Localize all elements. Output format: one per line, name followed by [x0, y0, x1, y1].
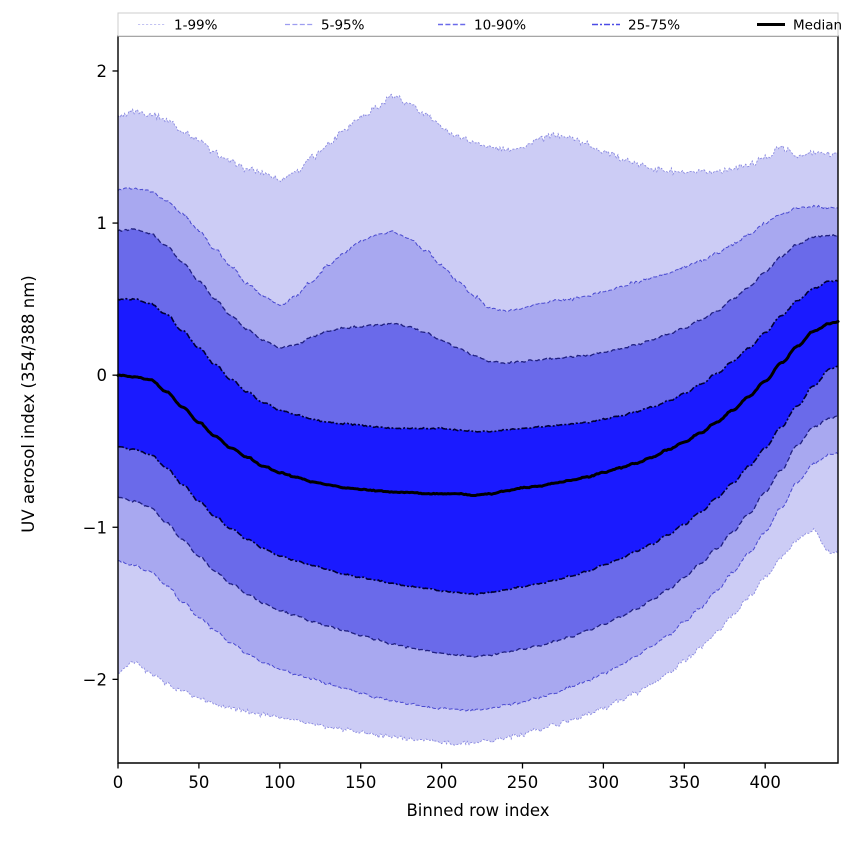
- legend-label: 5-95%: [321, 18, 365, 34]
- edge-p95: [117, 187, 839, 313]
- y-tick-label: 0: [97, 366, 108, 385]
- legend-item-median[interactable]: Median: [757, 18, 842, 34]
- median-line-group: [116, 319, 840, 498]
- percentile-edge-lines-group: [117, 93, 839, 746]
- x-tick-label: 0: [113, 773, 124, 792]
- y-axis-label: UV aerosol index (354/388 nm): [19, 275, 38, 533]
- x-tick-label: 50: [188, 773, 209, 792]
- legend-label: Median: [793, 18, 842, 34]
- edge-p10: [117, 415, 839, 658]
- edge-p5: [117, 452, 839, 712]
- axis-ticks-group: 0 50 100 150 200 250 300 350 400 2 1 0 −1 −2: [83, 62, 781, 792]
- edge-p90: [117, 227, 839, 365]
- x-tick-label: 100: [264, 773, 296, 792]
- median-line: [116, 319, 840, 498]
- legend-item-10-90[interactable]: 10-90%: [438, 18, 526, 34]
- edge-p1: [117, 527, 839, 746]
- legend-label: 1-99%: [174, 18, 218, 34]
- legend-item-1-99[interactable]: 1-99%: [138, 18, 218, 34]
- percentile-bands-group: [118, 94, 838, 746]
- y-tick-label: 1: [97, 214, 108, 233]
- y-tick-label: −2: [83, 670, 107, 689]
- x-tick-label: 150: [345, 773, 377, 792]
- y-tick-label: −1: [83, 518, 107, 537]
- x-tick-label: 250: [507, 773, 539, 792]
- band-25-75: [118, 280, 838, 595]
- y-tick-label: 2: [97, 62, 108, 81]
- legend-item-25-75[interactable]: 25-75%: [592, 18, 680, 34]
- x-tick-label: 400: [749, 773, 781, 792]
- legend-label: 25-75%: [628, 18, 680, 34]
- legend-label: 10-90%: [474, 18, 526, 34]
- legend-frame: [117, 12, 839, 37]
- axis-labels-group: Binned row index UV aerosol index (354/3…: [19, 275, 550, 820]
- x-axis-label: Binned row index: [406, 801, 549, 820]
- edge-p25: [117, 365, 839, 596]
- chart-legend[interactable]: 1-99% 5-95% 10-90% 25-75% Median: [117, 12, 842, 37]
- x-tick-label: 200: [426, 773, 458, 792]
- x-tick-label: 300: [588, 773, 620, 792]
- legend-item-5-95[interactable]: 5-95%: [285, 18, 365, 34]
- x-tick-label: 350: [669, 773, 701, 792]
- edge-p75: [117, 279, 839, 433]
